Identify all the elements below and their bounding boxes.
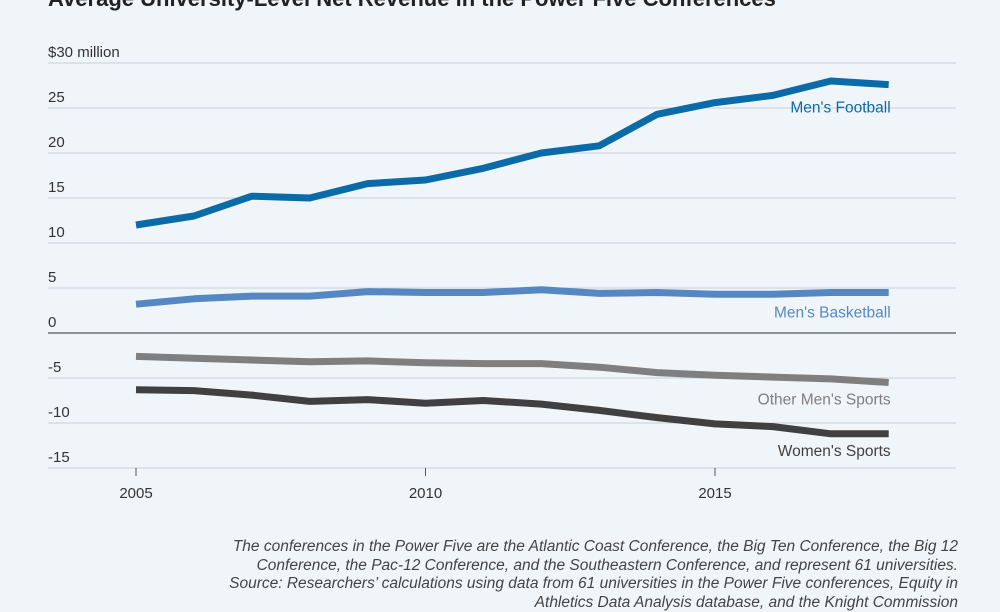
y-tick-label: 5 bbox=[48, 269, 56, 286]
y-tick-label: 20 bbox=[48, 134, 65, 151]
series-label: Men's Basketball bbox=[774, 305, 891, 322]
series-line bbox=[136, 356, 889, 382]
series-label: Men's Football bbox=[790, 100, 890, 117]
series-label: Other Men's Sports bbox=[758, 392, 891, 409]
y-tick-label: -5 bbox=[48, 359, 61, 376]
y-tick-label: $30 million bbox=[48, 44, 120, 61]
series-line bbox=[136, 290, 889, 304]
x-tick-label: 2005 bbox=[119, 485, 152, 502]
chart-note: The conferences in the Power Five are th… bbox=[180, 538, 958, 612]
x-tick-label: 2010 bbox=[409, 485, 442, 502]
y-tick-label: -15 bbox=[48, 449, 70, 466]
note-line: Source: Researchers’ calculations using … bbox=[180, 575, 958, 594]
note-line: The conferences in the Power Five are th… bbox=[180, 538, 958, 557]
y-tick-label: 15 bbox=[48, 179, 65, 196]
x-tick-label: 2015 bbox=[698, 485, 731, 502]
y-tick-label: 0 bbox=[48, 314, 56, 331]
y-tick-label: 10 bbox=[48, 224, 65, 241]
series-label: Women's Sports bbox=[778, 443, 891, 460]
note-line: Conference, the Pac-12 Conference, and t… bbox=[180, 557, 958, 576]
y-tick-label: 25 bbox=[48, 89, 65, 106]
note-line: Athletics Data Analysis database, and th… bbox=[180, 594, 958, 612]
y-tick-label: -10 bbox=[48, 404, 70, 421]
